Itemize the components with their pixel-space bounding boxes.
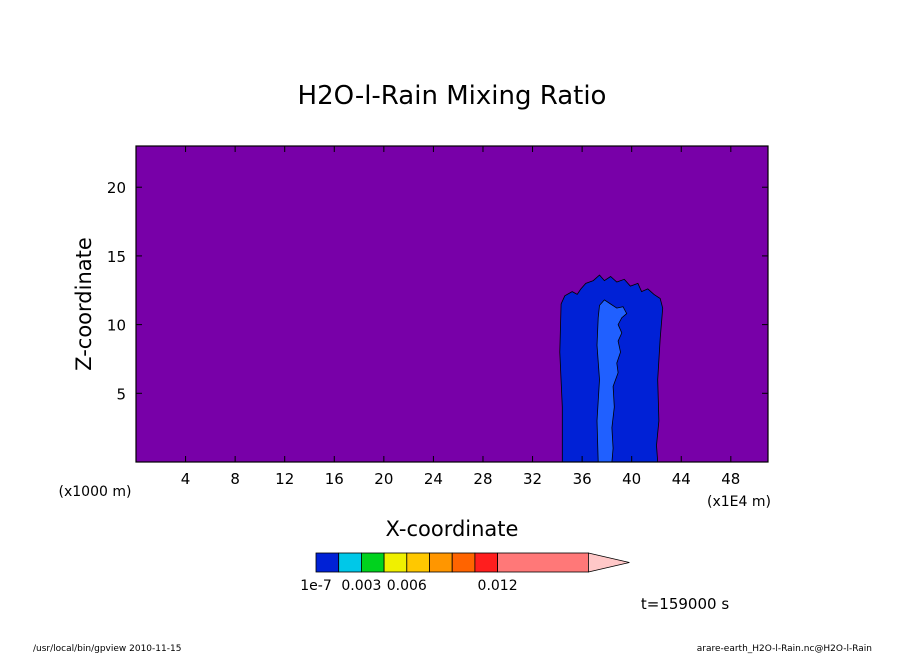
- chart-title: H2O-l-Rain Mixing Ratio: [298, 81, 607, 111]
- colorbar: [315, 552, 630, 573]
- x-tick-label: 44: [672, 470, 691, 488]
- colorbar-label: 0.006: [387, 578, 427, 594]
- colorbar-segment: [406, 552, 430, 573]
- x-axis-title: X-coordinate: [386, 517, 519, 541]
- x-tick-label: 36: [573, 470, 592, 488]
- colorbar-segment: [315, 552, 340, 573]
- y-tick-label: 5: [116, 385, 126, 403]
- x-tick-label: 4: [181, 470, 191, 488]
- colorbar-segment: [360, 552, 385, 573]
- y-tick-label: 15: [107, 248, 126, 266]
- footer-left: /usr/local/bin/gpview 2010-11-15: [33, 644, 181, 654]
- plot-frame: [135, 145, 769, 463]
- axis-ticks: [136, 146, 768, 462]
- x-tick-label: 8: [230, 470, 240, 488]
- colorbar-segment: [474, 552, 498, 573]
- x-tick-label: 28: [473, 470, 492, 488]
- colorbar-segment: [338, 552, 362, 573]
- x-tick-label: 20: [374, 470, 393, 488]
- colorbar-segment: [429, 552, 453, 573]
- colorbar-segment: [497, 552, 589, 573]
- colorbar-segment: [451, 552, 476, 573]
- contour-regions: [559, 274, 664, 463]
- x-tick-label: 48: [721, 470, 740, 488]
- colorbar-labels: 1e-7 0.003 0.006 0.012: [300, 578, 517, 594]
- y-tick-label: 20: [107, 179, 126, 197]
- y-axis-title: Z-coordinate: [72, 237, 96, 371]
- colorbar-arrow: [588, 552, 630, 573]
- colorbar-label: 0.012: [478, 578, 518, 594]
- x-tick-labels: 4 8 12 16 20 24 28 32 36 40 44 48: [181, 470, 741, 488]
- plot-background: [136, 146, 768, 462]
- colorbar-segment: [383, 552, 408, 573]
- contour-region-2: [596, 299, 628, 463]
- x-tick-label: 12: [275, 470, 294, 488]
- plot-area: [135, 145, 769, 463]
- x-tick-label: 40: [622, 470, 641, 488]
- x-tick-label: 32: [523, 470, 542, 488]
- footer-right: arare-earth_H2O-l-Rain.nc@H2O-l-Rain: [697, 644, 872, 654]
- time-label: t=159000 s: [641, 595, 729, 613]
- x-tick-label: 16: [325, 470, 344, 488]
- colorbar-label: 1e-7: [300, 578, 331, 594]
- y-tick-label: 10: [107, 317, 126, 335]
- x-unit-left-label: (x1000 m): [59, 484, 132, 500]
- x-tick-label: 24: [424, 470, 443, 488]
- y-tick-labels: 5 10 15 20: [107, 179, 126, 403]
- x-unit-right-label: (x1E4 m): [707, 494, 771, 510]
- colorbar-label: 0.003: [341, 578, 381, 594]
